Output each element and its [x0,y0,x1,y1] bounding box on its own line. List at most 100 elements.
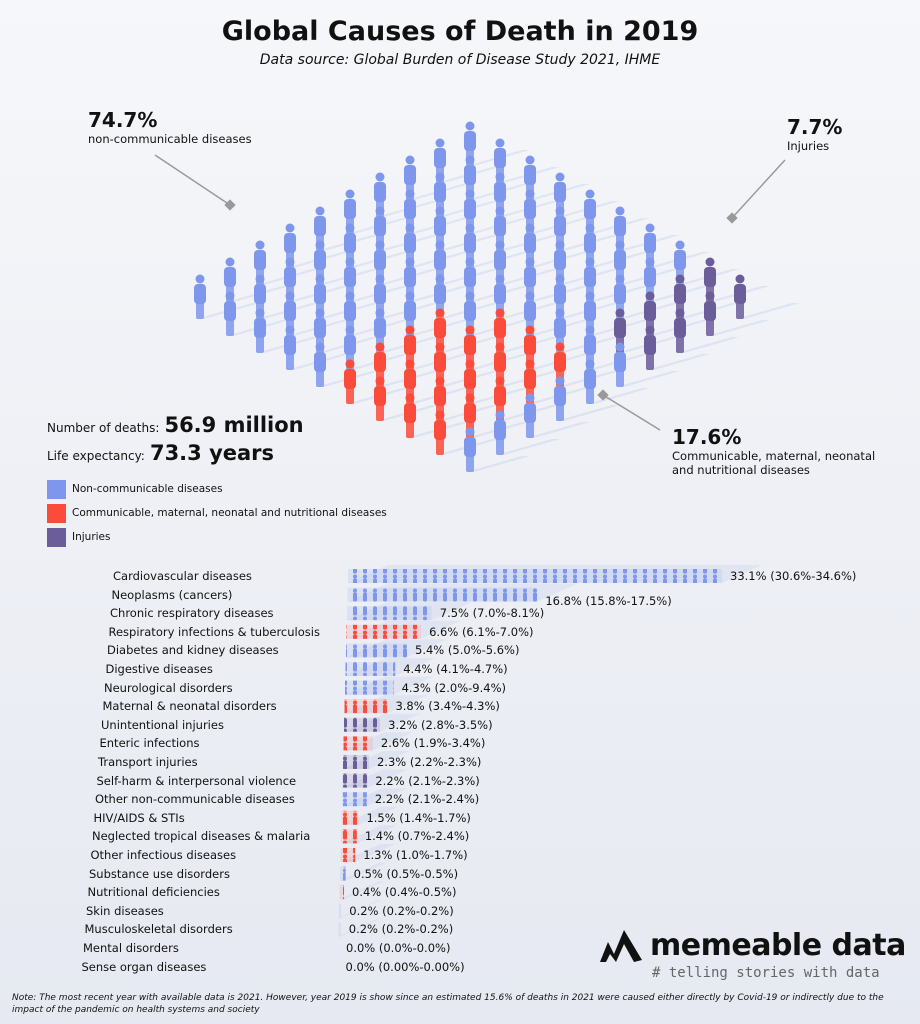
bar-shadow [346,620,462,639]
row-value: 0.4% (0.4%-0.5%) [352,885,457,900]
row-value: 4.4% (4.1%-4.7%) [403,662,508,676]
deaths-stat: Number of deaths: 56.9 million [47,413,304,437]
bar-shadow [345,658,436,676]
person-icon-ncd [464,427,530,472]
bar-shadow [339,899,382,918]
injuries-label: Injuries [787,139,830,153]
bar-shadow [347,602,472,621]
bar-shadow [342,769,408,788]
bar-ncd [347,587,538,602]
communicable-percent: 17.6% [672,425,742,449]
row-label: Mental disorders [83,941,179,955]
row-value: 33.1% (30.6%-34.6%) [730,569,857,583]
life-expectancy-value: 73.3 years [149,441,275,465]
row-value: 0.0% (0.00%-0.00%) [345,959,465,974]
bar-shadow [338,918,381,937]
row-label: Unintentional injuries [101,717,224,732]
row-label: Respiratory infections & tuberculosis [108,624,320,639]
communicable-label-2: and nutritional diseases [672,463,810,477]
bar-shadow [346,639,448,658]
row-label: Enteric infections [99,736,200,751]
ncd-callout: 74.7% non-communicable diseases [88,108,252,146]
bar-communicable [340,848,356,862]
communicable-callout-marker [597,389,609,401]
bar-ncd [348,569,723,583]
bar-communicable [341,810,359,825]
row-label: Nutritional deficiencies [87,885,220,900]
bar-communicable [343,736,373,751]
row-label: Cardiovascular diseases [113,569,252,583]
legend-label: Non-communicable diseases [72,483,223,495]
bar-communicable [346,624,422,639]
bar-shadow [343,751,409,769]
row-label: Other non-communicable diseases [95,792,295,807]
person-icon-injuries [674,308,740,353]
row-label: Sense organ diseases [81,959,207,974]
bar-ncd [339,903,342,918]
person-icon-ncd [584,359,650,404]
person-icon-injuries [704,291,770,336]
row-label: Diabetes and kidney diseases [107,643,279,658]
row-value: 5.4% (5.0%-5.6%) [415,643,520,658]
row-label: Substance use disorders [89,866,230,881]
person-icon-injuries [734,274,800,319]
bar-ncd [346,643,408,658]
communicable-callout: 17.6% Communicable, maternal, neonatal a… [672,425,875,477]
row-label: Skin diseases [86,903,164,918]
bar-communicable [344,699,388,714]
legend-item-communicable: Communicable, maternal, neonatal and nut… [47,502,387,524]
row-value: 16.8% (15.8%-17.5%) [545,593,672,608]
legend-swatch-injuries [47,527,66,547]
row-value: 0.5% (0.5%-0.5%) [353,866,459,881]
row-value: 2.6% (1.9%-3.4%) [380,736,486,751]
bar-injuries [344,717,381,732]
bar-ncd [338,922,341,937]
person-icon-ncd [554,376,620,421]
row-value: 2.2% (2.1%-2.4%) [374,792,480,807]
life-expectancy-stat: Life expectancy: 73.3 years [47,441,274,465]
bar-communicable [339,885,345,900]
row-label: Self-harm & interpersonal violence [96,773,297,788]
ncd-label: non-communicable diseases [88,132,252,146]
row-label: HIV/AIDS & STIs [93,810,185,825]
ncd-callout-marker [224,199,236,211]
legend: Non-communicable diseases Communicable, … [47,478,387,548]
injuries-callout-line [731,159,786,219]
life-expectancy-label: Life expectancy: [47,449,145,463]
row-value: 3.8% (3.4%-4.3%) [395,699,500,714]
deaths-label: Number of deaths: [47,421,160,435]
bar-shadow [342,788,407,807]
legend-item-ncd: Non-communicable diseases [47,478,387,500]
person-icon-ncd [614,342,680,387]
crowd-pictogram [154,121,800,472]
legend-swatch-communicable [47,503,66,523]
bar-shadow [345,676,434,695]
bar-shadow [344,695,428,714]
row-value: 0.2% (0.2%-0.2%) [348,922,454,937]
bar-shadow [341,806,399,825]
bar-shadow [347,583,578,602]
bar-ncd [345,662,396,676]
person-icon-injuries [644,325,710,370]
row-label: Neglected tropical diseases & malaria [92,829,311,844]
row-value: 1.4% (0.7%-2.4%) [364,829,470,844]
brand-name: memeable data [650,928,906,963]
row-label: Transport injuries [98,755,198,769]
row-value: 7.5% (7.0%-8.1%) [439,606,545,621]
bar-ncd [342,792,367,807]
row-label: Musculoskeletal disorders [84,922,233,937]
bar-ncd [347,606,432,621]
legend-label: Communicable, maternal, neonatal and nut… [72,507,387,519]
injuries-callout: 7.7% Injuries [787,115,842,153]
injuries-callout-marker [726,212,738,224]
bar-shadow [341,825,397,844]
ncd-percent: 74.7% [88,108,158,132]
memeable-data-logo-icon [600,930,642,962]
row-value: 1.3% (1.0%-1.7%) [363,848,468,862]
communicable-label-1: Communicable, maternal, neonatal [672,449,876,463]
row-value: 0.0% (0.0%-0.0%) [346,941,451,955]
footnote: Note: The most recent year with availabl… [12,993,884,1015]
row-label: Chronic respiratory diseases [110,606,274,621]
row-value: 0.2% (0.2%-0.2%) [349,903,454,918]
injuries-percent: 7.7% [787,115,843,139]
